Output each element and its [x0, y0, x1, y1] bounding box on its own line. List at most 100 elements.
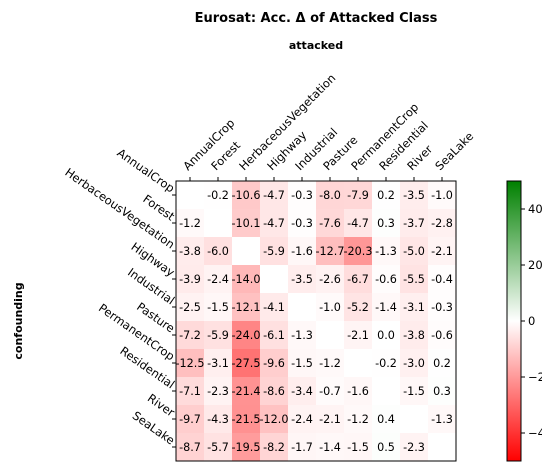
heatmap-cell	[176, 237, 204, 265]
heatmap-cell	[176, 209, 204, 237]
heatmap-cell	[288, 433, 316, 461]
heatmap-cells	[176, 181, 456, 461]
heatmap-cell	[316, 405, 344, 433]
cell-value-label: -1.2	[319, 357, 341, 370]
cell-value-label: -0.3	[291, 189, 313, 202]
cell-value-label: -21.4	[232, 385, 261, 398]
cell-value-label: -2.3	[207, 385, 229, 398]
cell-value-label: -21.5	[232, 413, 261, 426]
heatmap-cell	[344, 181, 372, 209]
cell-value-label: -0.2	[375, 357, 397, 370]
heatmap-cell	[344, 405, 372, 433]
heatmap-cell	[372, 265, 400, 293]
heatmap-cell	[316, 237, 344, 265]
colorbar-tick-label: −40	[528, 426, 542, 440]
heatmap-cell	[204, 293, 232, 321]
cell-value-label: -2.4	[291, 413, 313, 426]
cell-value-label: -6.0	[207, 245, 229, 258]
cell-value-label: -3.0	[403, 357, 425, 370]
heatmap-cell	[288, 377, 316, 405]
cell-value-label: -2.5	[179, 301, 201, 314]
cell-value-label: -2.3	[403, 441, 425, 454]
cell-value-label: -1.0	[319, 301, 341, 314]
heatmap-cell	[316, 433, 344, 461]
cell-value-label: -7.6	[319, 217, 341, 230]
heatmap-cell	[288, 237, 316, 265]
cell-value-label: -4.7	[263, 189, 285, 202]
heatmap-cell	[176, 265, 204, 293]
cell-value-label: -2.6	[319, 273, 341, 286]
chart-title: Eurosat: Acc. Δ of Attacked Class	[195, 11, 438, 26]
x-axis-label: attacked	[289, 39, 343, 52]
heatmap-cell	[428, 377, 456, 405]
heatmap-cell	[400, 209, 428, 237]
heatmap-cell	[344, 433, 372, 461]
heatmap-cell	[372, 237, 400, 265]
cell-value-label: -3.5	[403, 189, 425, 202]
heatmap-cell	[428, 349, 456, 377]
cell-value-label: -1.2	[347, 413, 369, 426]
cell-value-label: -6.7	[347, 273, 369, 286]
heatmap-cell	[400, 293, 428, 321]
cell-value-label: -0.7	[319, 385, 341, 398]
cell-value-label: -1.3	[375, 245, 397, 258]
cell-value-label: -2.1	[319, 413, 341, 426]
cell-value-label: -12.5	[176, 357, 205, 370]
cell-value-label: -8.6	[263, 385, 285, 398]
heatmap-cell	[288, 209, 316, 237]
heatmap-cell	[288, 321, 316, 349]
heatmap-cell	[316, 209, 344, 237]
cell-value-labels: -0.2 -10.6 -4.7 -0.3 -8.0 -7.9 0.2 -3.5 -1.0-1.2…	[176, 189, 453, 454]
cell-value-label: -1.6	[291, 245, 313, 258]
heatmap-cell	[400, 321, 428, 349]
heatmap-cell	[400, 433, 428, 461]
heatmap-cell	[316, 377, 344, 405]
cell-value-label: -0.6	[431, 329, 453, 342]
heatmap-cell	[428, 293, 456, 321]
cell-value-label: -3.4	[291, 385, 313, 398]
heatmap-cell	[400, 181, 428, 209]
heatmap-cell	[316, 265, 344, 293]
heatmap-cell	[372, 293, 400, 321]
heatmap-cell	[260, 181, 288, 209]
cell-value-label: -27.5	[232, 357, 261, 370]
cell-value-label: -5.7	[207, 441, 229, 454]
heatmap-cell	[316, 181, 344, 209]
heatmap-cell	[260, 349, 288, 377]
cell-value-label: 0.3	[377, 217, 395, 230]
cell-value-label: -0.3	[291, 217, 313, 230]
heatmap-cell	[260, 293, 288, 321]
heatmap-cell	[204, 377, 232, 405]
heatmap-cell	[372, 209, 400, 237]
heatmap-cell	[176, 405, 204, 433]
cell-value-label: -0.3	[431, 301, 453, 314]
heatmap-cell	[260, 321, 288, 349]
cell-value-label: -5.2	[347, 301, 369, 314]
heatmap-cell	[232, 209, 260, 237]
cell-value-label: 0.2	[377, 189, 395, 202]
cell-value-label: -2.4	[207, 273, 229, 286]
cell-value-label: -20.3	[344, 245, 373, 258]
cell-value-label: -7.9	[347, 189, 369, 202]
heatmap-cell	[232, 405, 260, 433]
cell-value-label: -12.0	[260, 413, 289, 426]
cell-value-label: -12.1	[232, 301, 261, 314]
heatmap-cell	[232, 321, 260, 349]
heatmap-cell	[204, 237, 232, 265]
heatmap-cell	[316, 293, 344, 321]
heatmap-cell	[372, 349, 400, 377]
heatmap-cell	[372, 321, 400, 349]
cell-value-label: -5.5	[403, 273, 425, 286]
heatmap-cell	[372, 181, 400, 209]
heatmap-cell	[176, 293, 204, 321]
cell-value-label: -3.5	[291, 273, 313, 286]
heatmap-cell	[288, 405, 316, 433]
cell-value-label: -19.5	[232, 441, 261, 454]
cell-value-label: -1.6	[347, 385, 369, 398]
cell-value-label: -2.8	[431, 217, 453, 230]
cell-value-label: -1.7	[291, 441, 313, 454]
heatmap-cell	[428, 321, 456, 349]
heatmap-cell	[260, 433, 288, 461]
x-tick-labels: AnnualCropForestHerbaceousVegetationHigh…	[180, 71, 476, 181]
